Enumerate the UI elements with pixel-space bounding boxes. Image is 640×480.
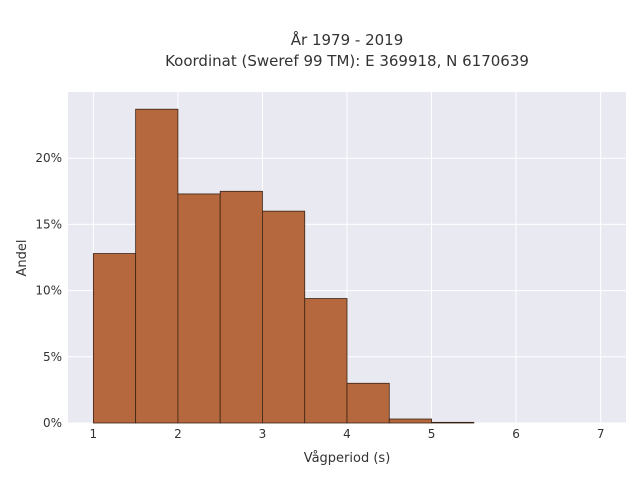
histogram-bar-1 [135, 108, 179, 424]
x-axis-ticks: 1 2 3 4 5 6 7 [90, 427, 605, 441]
histogram-bar-6 [346, 382, 390, 424]
y-tick-label: 10% [35, 284, 62, 298]
histogram-bar-0 [92, 253, 137, 424]
x-tick-label: 4 [343, 427, 351, 441]
chart-subtitle: Koordinat (Sweref 99 TM): E 369918, N 61… [165, 52, 529, 70]
y-axis-ticks: 0% 5% 10% 15% 20% [35, 151, 62, 430]
chart-title: År 1979 - 2019 [291, 30, 404, 49]
histogram-bar-7 [388, 418, 432, 424]
y-tick-label: 15% [35, 217, 62, 231]
y-tick-label: 5% [43, 350, 62, 364]
x-tick-label: 3 [259, 427, 267, 441]
y-tick-label: 0% [43, 416, 62, 430]
x-tick-label: 1 [90, 427, 98, 441]
bars [92, 108, 475, 424]
x-tick-label: 7 [597, 427, 605, 441]
x-tick-label: 6 [512, 427, 520, 441]
histogram-bar-3 [219, 190, 263, 424]
y-tick-label: 20% [35, 151, 62, 165]
y-axis-title: Andel [15, 240, 30, 277]
x-tick-label: 2 [174, 427, 182, 441]
histogram-bar-2 [177, 193, 221, 424]
x-axis-title: Vågperiod (s) [304, 451, 391, 466]
histogram-bar-8 [431, 421, 475, 424]
histogram-bar-5 [304, 298, 348, 424]
histogram-bar-4 [262, 210, 306, 424]
x-tick-label: 5 [428, 427, 436, 441]
